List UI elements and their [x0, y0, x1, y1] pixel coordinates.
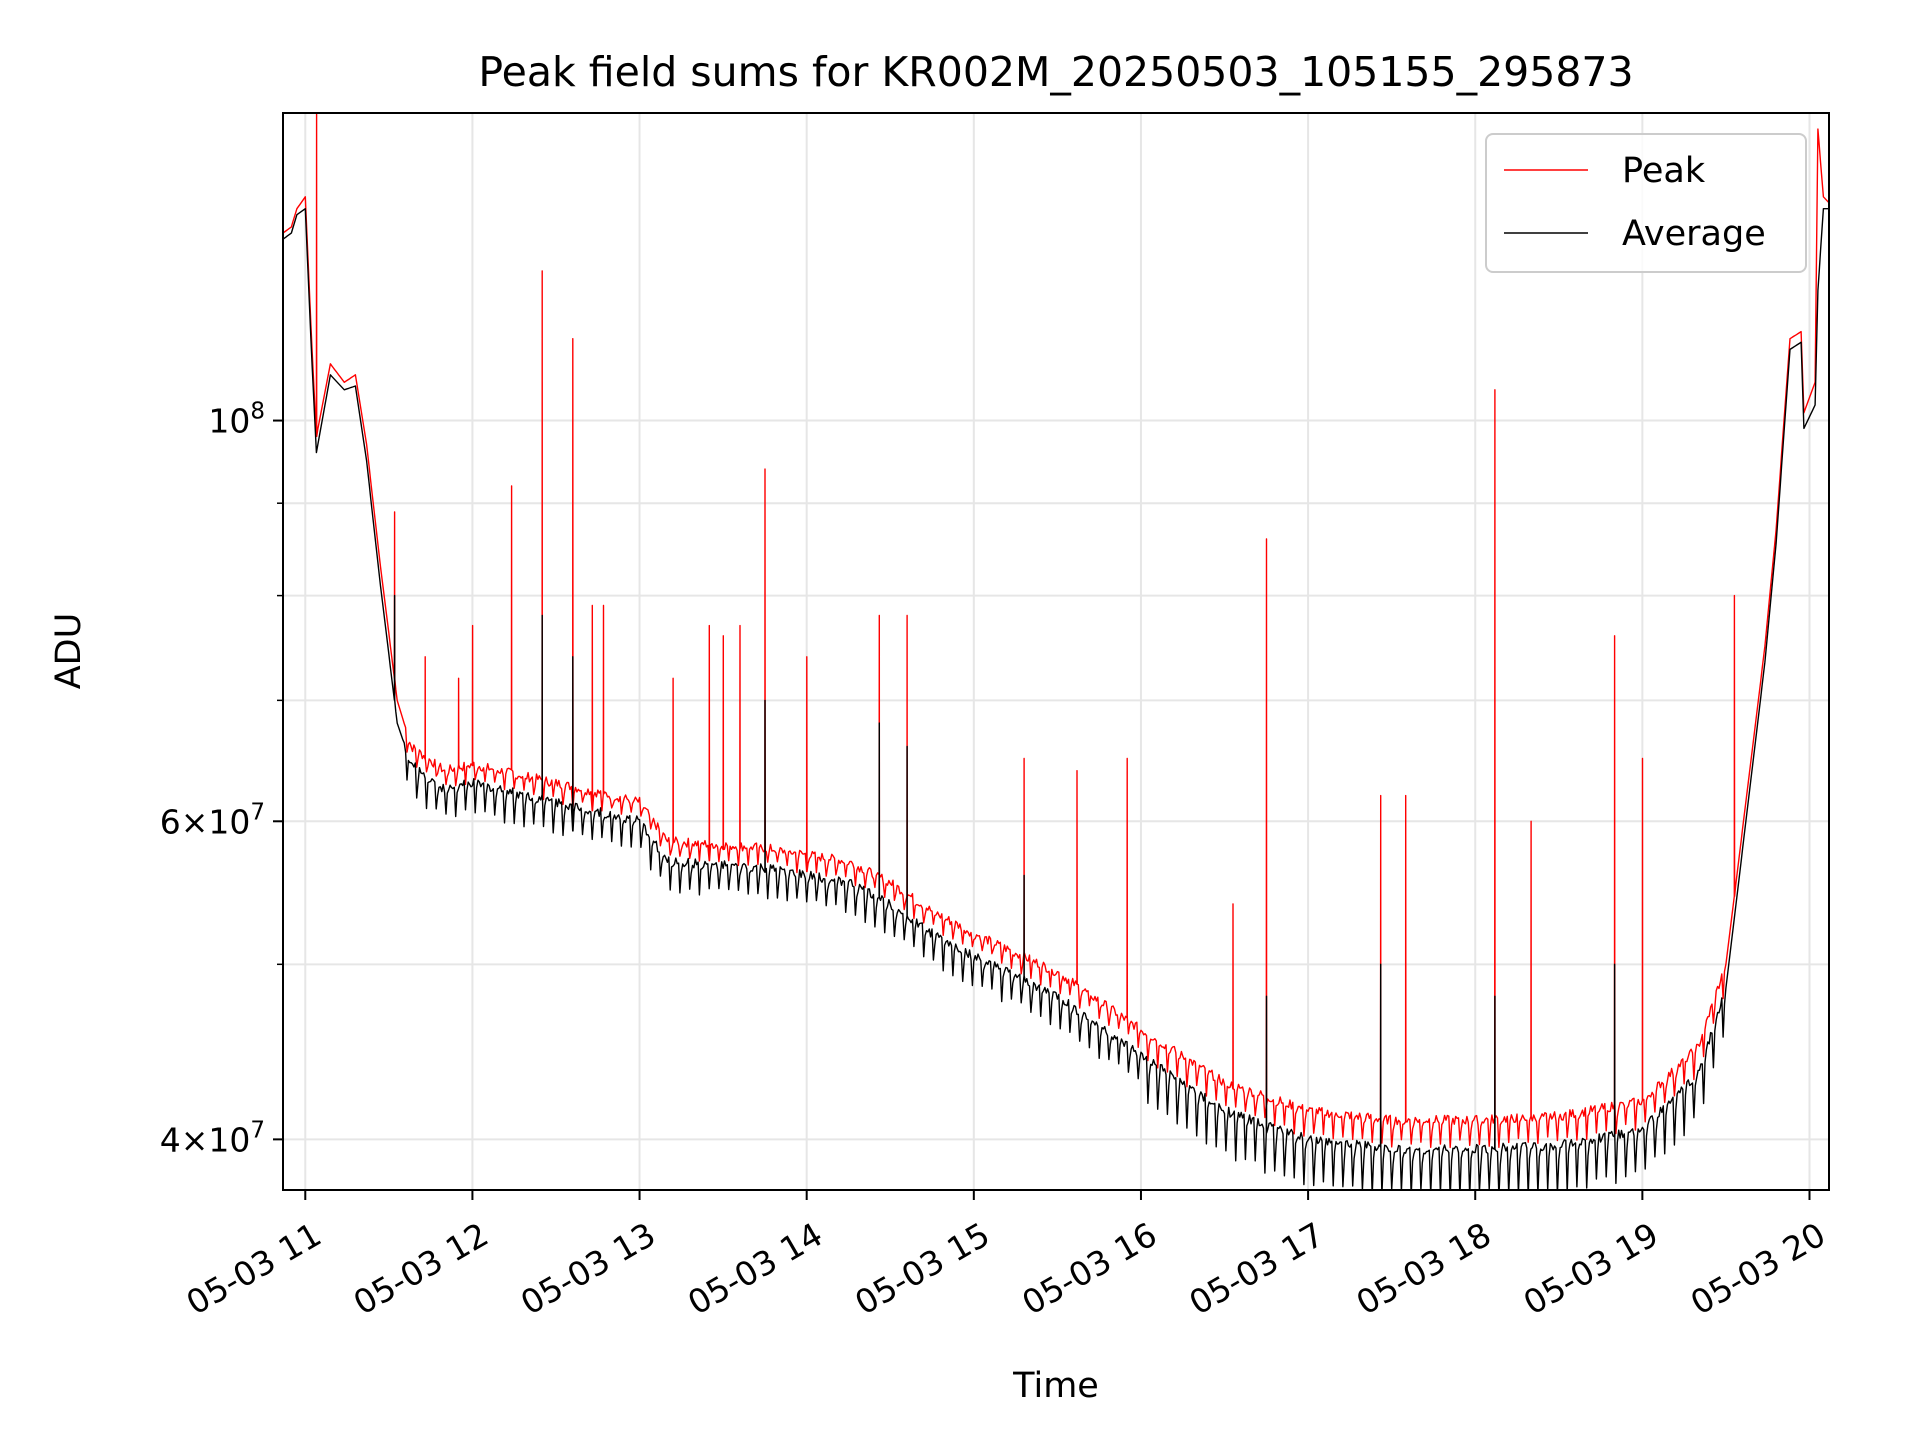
- series-layer: [283, 113, 1829, 1190]
- legend-label-average: Average: [1622, 214, 1766, 254]
- legend: Peak Average: [1485, 133, 1807, 273]
- y-axis-title: ADU: [49, 613, 89, 690]
- y-tick-label: 4×107: [160, 1117, 265, 1159]
- x-axis-title: Time: [1012, 1366, 1099, 1406]
- series-line-peak: [283, 113, 1829, 1149]
- chart-title: Peak field sums for KR002M_20250503_1051…: [478, 48, 1633, 96]
- y-axis: 108 6×107 4×107: [160, 399, 283, 1159]
- plot-frame: [282, 112, 1830, 1191]
- series-line-average: [283, 208, 1829, 1190]
- grid: [283, 113, 1829, 1190]
- y-tick-label: 6×107: [160, 799, 265, 841]
- legend-label-peak: Peak: [1622, 151, 1706, 191]
- y-tick-label: 108: [208, 399, 265, 441]
- legend-box: [1485, 133, 1807, 273]
